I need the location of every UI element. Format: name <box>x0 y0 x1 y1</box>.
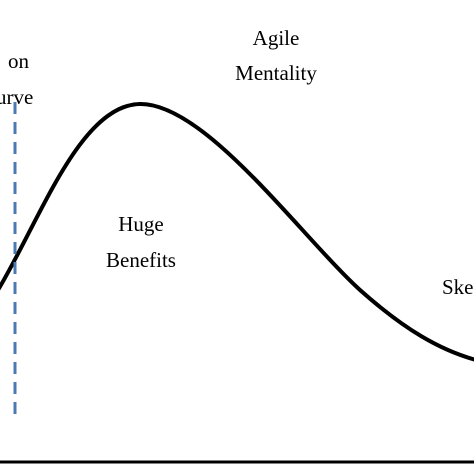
center-label-line1: Huge <box>118 212 164 236</box>
bell-curve <box>0 101 474 362</box>
left-label-line2: urve <box>0 85 33 109</box>
left-label-line1: on <box>8 49 30 73</box>
center-label-line2: Benefits <box>106 248 176 272</box>
right-label-line1: Ske <box>442 275 474 299</box>
top-label-line2: Mentality <box>235 61 317 85</box>
top-label-line1: Agile <box>253 26 300 50</box>
